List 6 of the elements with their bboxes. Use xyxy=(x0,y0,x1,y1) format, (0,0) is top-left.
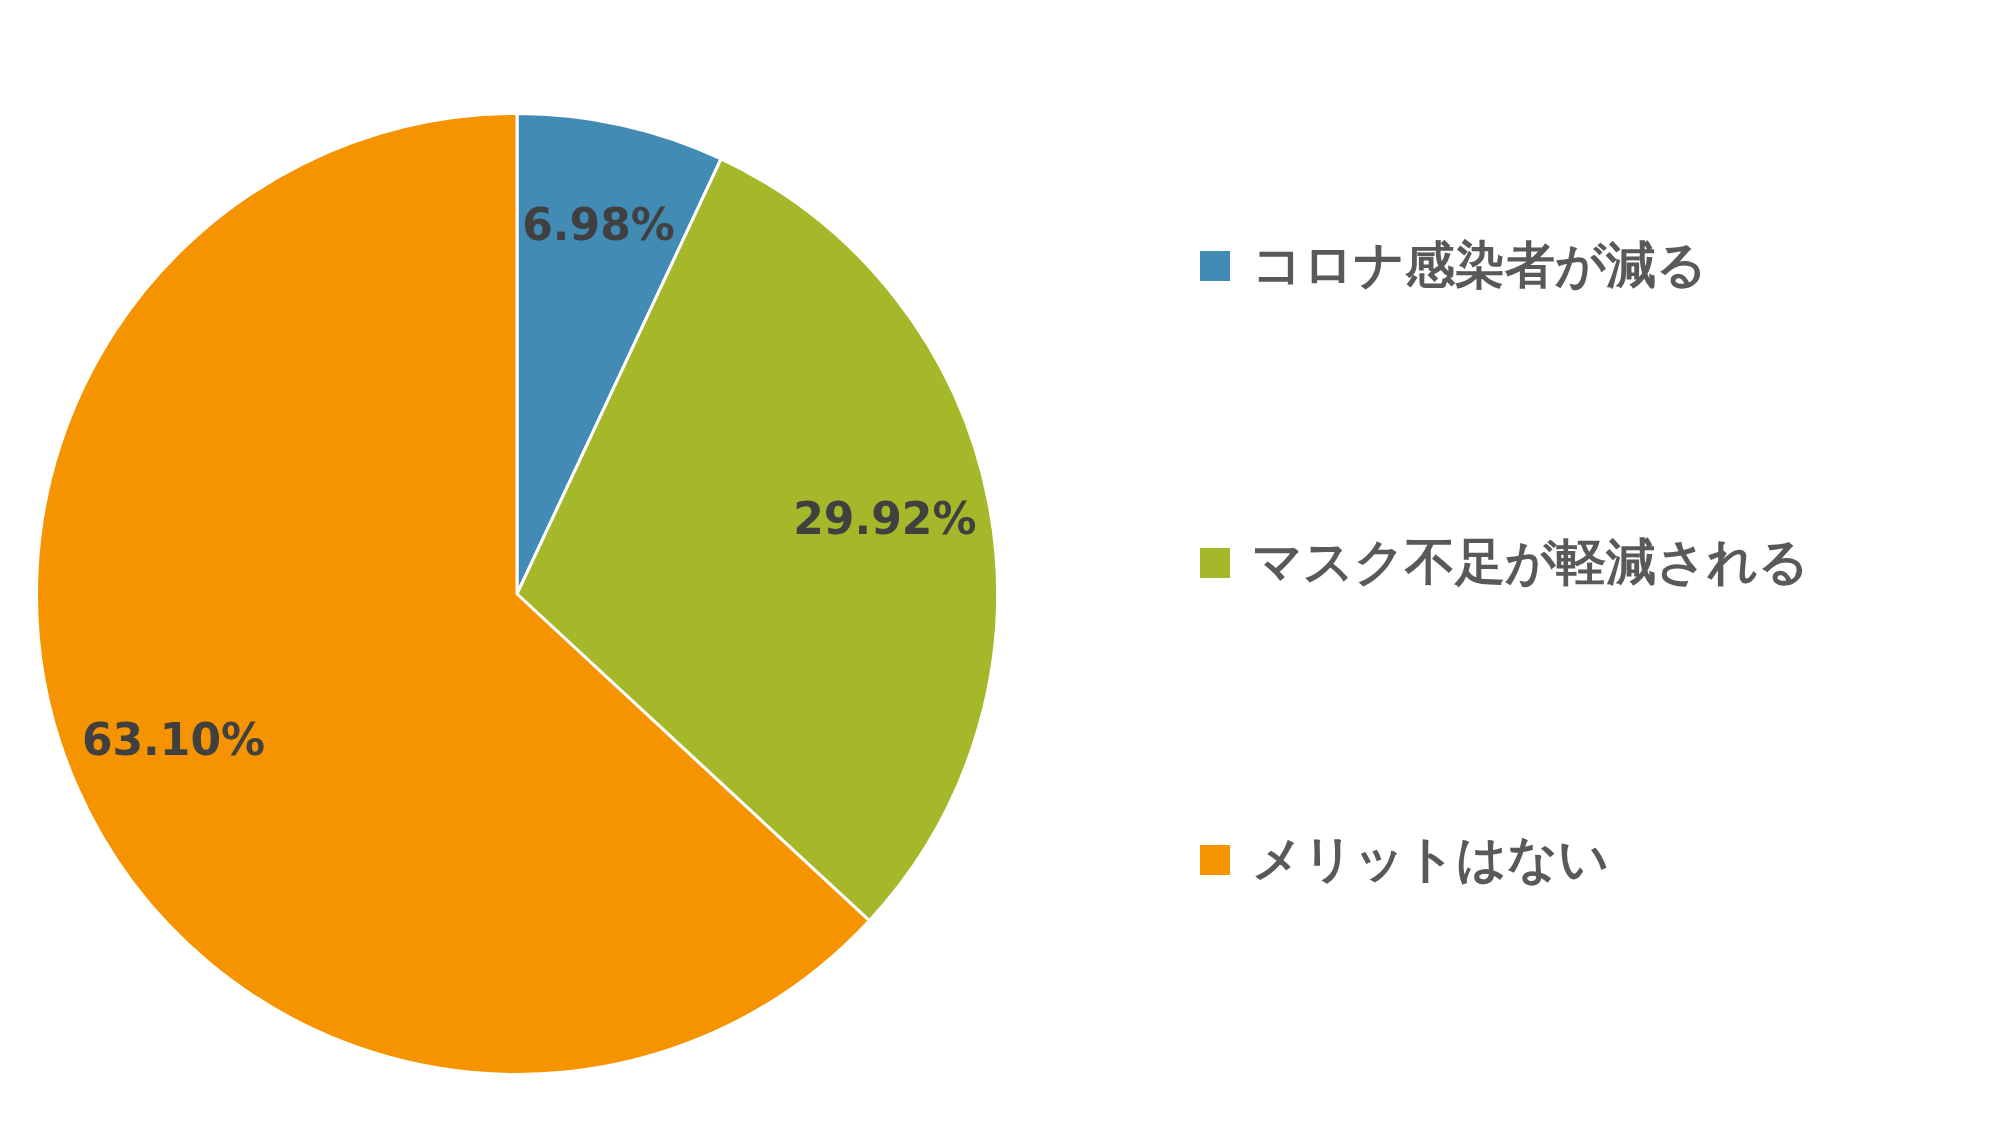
legend-label: メリットはない xyxy=(1252,829,1609,890)
data-label: 29.92% xyxy=(793,492,977,544)
data-label: 6.98% xyxy=(522,198,675,250)
data-label: 63.10% xyxy=(81,714,266,766)
legend-label: コロナ感染者が減る xyxy=(1252,235,1707,296)
legend-label: マスク不足が軽減される xyxy=(1252,532,1809,593)
